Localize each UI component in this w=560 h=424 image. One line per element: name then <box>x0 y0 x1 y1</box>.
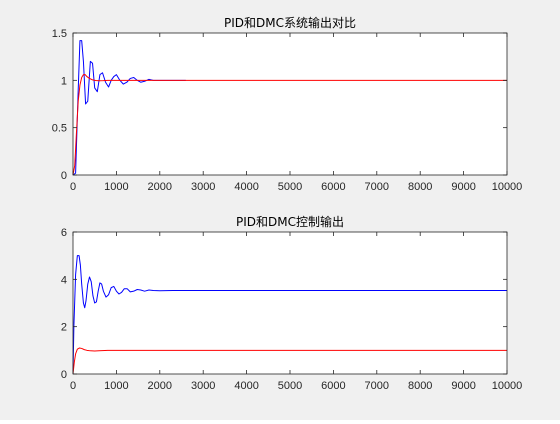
subplot-1-x-tick-label: 10000 <box>492 181 523 193</box>
subplot-1: PID和DMC系统输出对比 0 1000 2000 3000 4000 5000 6000 70… <box>52 15 523 193</box>
subplot-1-x-tick-label: 9000 <box>451 181 475 193</box>
subplot-1-x-tick-label: 3000 <box>191 181 215 193</box>
subplot-2-x-tick-label: 3000 <box>191 380 215 392</box>
subplot-2: PID和DMC控制输出 0 1000 2000 3000 4000 5000 6000 7000… <box>61 214 522 392</box>
subplot-1-axes-background <box>73 33 507 175</box>
subplot-2-series-2-line <box>72 347 507 375</box>
subplot-1-y-tick-label: 1.5 <box>52 28 67 40</box>
subplot-1-title: PID和DMC系统输出对比 <box>224 15 356 30</box>
subplot-2-series-1-line <box>72 255 507 375</box>
subplot-1-series-1-line <box>72 40 186 176</box>
subplot-1-x-tick-label: 7000 <box>365 181 389 193</box>
subplot-2-x-tick-label: 4000 <box>234 380 258 392</box>
subplot-2-x-tick-label: 7000 <box>365 380 389 392</box>
subplot-2-x-tick-label: 5000 <box>278 380 302 392</box>
subplot-2-x-tick-label: 8000 <box>408 380 432 392</box>
subplot-2-y-tick-label: 2 <box>61 322 67 334</box>
subplot-2-x-tick-label: 10000 <box>492 380 523 392</box>
subplot-2-y-tick-label: 4 <box>61 274 67 286</box>
subplot-1-x-tick-label: 8000 <box>408 181 432 193</box>
subplot-2-axes-background <box>73 232 507 374</box>
subplot-1-x-tick-label: 1000 <box>104 181 128 193</box>
subplot-1-series-2-line <box>72 74 507 176</box>
subplot-2-x-tick-label: 1000 <box>104 380 128 392</box>
subplot-1-y-tick-label: 0.5 <box>52 123 67 135</box>
subplot-1-y-tick-label: 1 <box>61 75 67 87</box>
subplot-2-y-tick-label: 6 <box>61 227 67 239</box>
subplot-2-y-tick-label: 0 <box>61 369 67 381</box>
subplot-1-x-tick-label: 5000 <box>278 181 302 193</box>
subplot-2-title: PID和DMC控制输出 <box>236 214 344 229</box>
subplot-2-x-tick-label: 2000 <box>148 380 172 392</box>
subplot-1-x-tick-label: 6000 <box>321 181 345 193</box>
subplot-2-x-tick-label: 0 <box>70 380 76 392</box>
subplot-2-x-tick-label: 9000 <box>451 380 475 392</box>
subplot-1-x-tick-label: 4000 <box>234 181 258 193</box>
subplot-2-x-tick-label: 6000 <box>321 380 345 392</box>
subplot-1-x-tick-label: 2000 <box>148 181 172 193</box>
subplot-1-x-tick-label: 0 <box>70 181 76 193</box>
subplot-1-y-tick-label: 0 <box>61 170 67 182</box>
